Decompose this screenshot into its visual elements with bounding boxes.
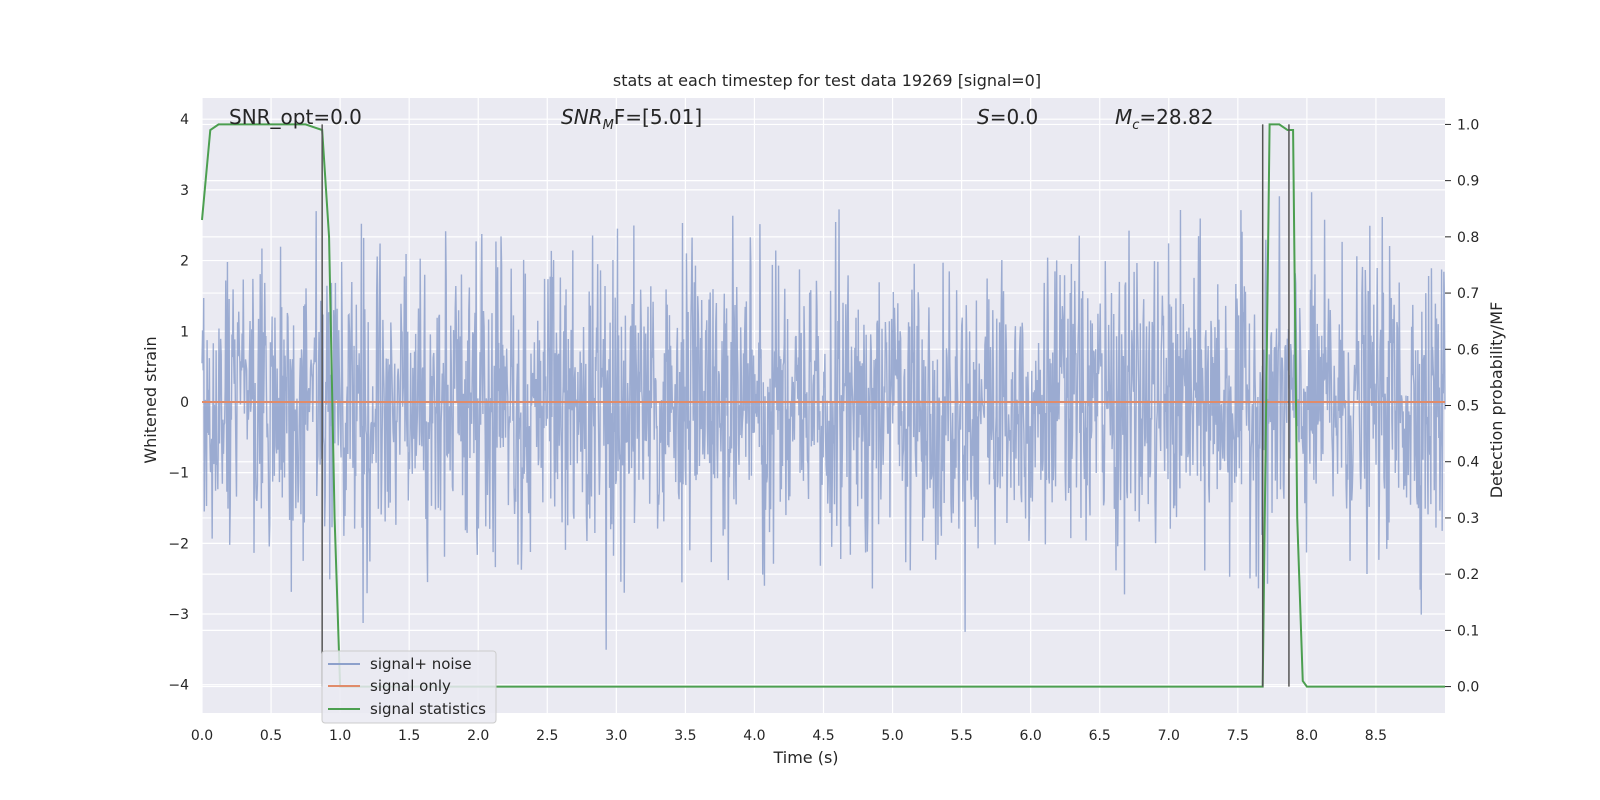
y-tick-label-right: 0.3 <box>1457 511 1479 527</box>
x-tick-label: 3.0 <box>605 728 627 744</box>
x-tick-label: 0.5 <box>260 728 282 744</box>
y-tick-label-right: 0.1 <box>1457 623 1479 639</box>
annotation-s-rest: =0.0 <box>990 105 1039 129</box>
series-signal-noise <box>201 192 1446 650</box>
annotation-s: S=0.0 <box>977 105 1038 129</box>
x-tick-label: 6.5 <box>1089 728 1111 744</box>
annotation-mc-main: M <box>1115 105 1132 129</box>
y-tick-label-left: −2 <box>168 536 189 552</box>
x-tick-label: 7.5 <box>1227 728 1249 744</box>
x-tick-label: 3.5 <box>674 728 696 744</box>
y-tick-label-right: 0.7 <box>1457 286 1479 302</box>
legend-label-signal-statistics: signal statistics <box>370 700 486 718</box>
y-tick-label-left: 0 <box>180 395 189 411</box>
y-tick-label-right: 0.0 <box>1457 680 1479 696</box>
legend-label-signal-noise: signal+ noise <box>370 655 472 673</box>
x-tick-label: 8.0 <box>1296 728 1318 744</box>
y-tick-label-left: 2 <box>180 254 189 270</box>
annotation-s-main: S <box>977 105 990 129</box>
x-tick-label: 6.0 <box>1020 728 1042 744</box>
annotation-mc-sub: c <box>1132 118 1139 133</box>
x-tick-label: 8.5 <box>1365 728 1387 744</box>
y-tick-label-left: −1 <box>168 466 189 482</box>
y-tick-label-right: 0.5 <box>1457 399 1479 415</box>
annotation-mc: Mc=28.82 <box>1115 105 1213 133</box>
y-tick-label-left: 3 <box>180 183 189 199</box>
annotation-snr-mf-sub: M <box>603 118 614 133</box>
legend-box <box>321 650 497 724</box>
y-tick-label-left: −4 <box>168 678 189 694</box>
legend-label-signal-only: signal only <box>370 677 451 695</box>
x-tick-label: 2.5 <box>536 728 558 744</box>
annotation-snr-mf-main: SNR <box>561 105 603 129</box>
y-axis-label-left: Whitened strain <box>141 336 160 463</box>
x-tick-label: 5.5 <box>950 728 972 744</box>
y-tick-label-left: 1 <box>180 324 189 340</box>
y-tick-label-right: 0.6 <box>1457 342 1479 358</box>
annotation-snr-mf-rest: F=[5.01] <box>614 105 702 129</box>
x-tick-label: 1.0 <box>329 728 351 744</box>
y-tick-label-right: 0.8 <box>1457 230 1479 246</box>
y-tick-label-right: 0.9 <box>1457 174 1479 190</box>
x-tick-label: 2.0 <box>467 728 489 744</box>
x-axis-label: Time (s) <box>772 748 838 767</box>
y-tick-label-left: −3 <box>168 607 189 623</box>
chart-title: stats at each timestep for test data 192… <box>613 71 1041 90</box>
x-tick-label: 5.0 <box>881 728 903 744</box>
y-tick-label-right: 0.4 <box>1457 455 1479 471</box>
legend: signal+ noise signal only signal statist… <box>321 650 497 724</box>
x-tick-label: 0.0 <box>191 728 213 744</box>
y-tick-label-right: 1.0 <box>1457 117 1479 133</box>
y-tick-label-right: 0.2 <box>1457 567 1479 583</box>
y-tick-label-left: 4 <box>180 112 189 128</box>
series-signal-statistics <box>201 123 1445 688</box>
annotation-snr-opt: SNR_opt=0.0 <box>229 105 362 129</box>
x-tick-label: 7.0 <box>1158 728 1180 744</box>
x-tick-label: 4.0 <box>743 728 765 744</box>
annotation-mc-rest: =28.82 <box>1139 105 1213 129</box>
y-axis-label-right: Detection probability/MF <box>1487 302 1506 499</box>
annotation-snr-mf: SNRMF=[5.01] <box>561 105 702 133</box>
x-tick-label: 4.5 <box>812 728 834 744</box>
x-tick-label: 1.5 <box>398 728 420 744</box>
